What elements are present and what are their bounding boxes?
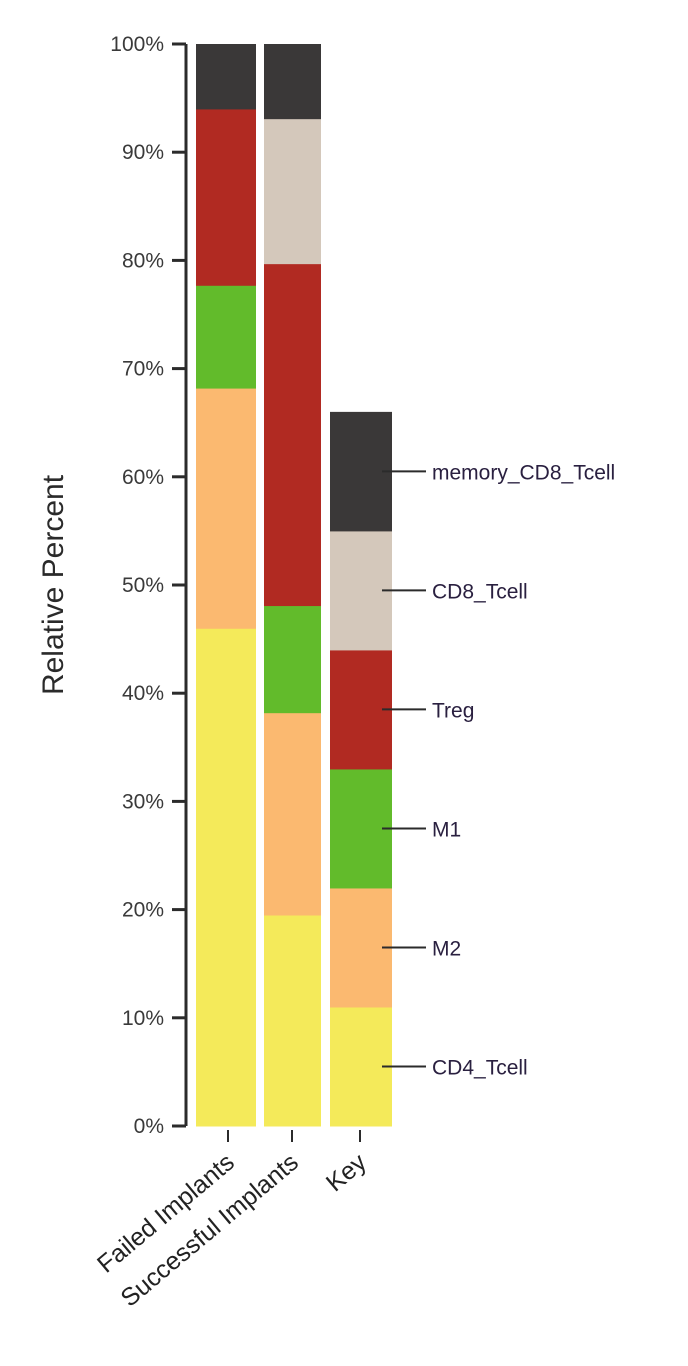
y-tick-label: 80% — [122, 249, 164, 272]
legend-swatch — [330, 411, 392, 532]
bar-segment — [196, 44, 256, 110]
y-tick-label: 40% — [122, 682, 164, 705]
y-tick-label: 60% — [122, 466, 164, 489]
legend-swatch — [330, 530, 392, 651]
bar-segment — [264, 263, 321, 607]
y-tick-label: 50% — [122, 574, 164, 597]
bar-segment — [196, 108, 256, 286]
y-tick-label: 70% — [122, 358, 164, 381]
bar-segment — [196, 285, 256, 389]
y-tick-label: 10% — [122, 1007, 164, 1030]
legend-label: Treg — [432, 699, 474, 722]
key-legend: CD4_Tcell M2 M1 Treg CD8_Tcell memory_CD8_Tce… — [330, 411, 615, 1127]
legend-swatch — [330, 887, 392, 1008]
legend-label: CD8_Tcell — [432, 580, 528, 603]
y-axis-ticks: 0% 10% 20% 30% 40% 50% 60% 70% 80% 90% 100% — [110, 33, 186, 1138]
legend-label: M2 — [432, 937, 461, 960]
legend-label: memory_CD8_Tcell — [432, 461, 615, 484]
bar-segment — [264, 44, 321, 120]
y-tick-label: 100% — [110, 33, 164, 56]
legend-swatch — [330, 1006, 392, 1127]
x-category-label: Key — [321, 1148, 372, 1197]
y-tick-label: 20% — [122, 899, 164, 922]
bar-segment — [196, 388, 256, 629]
bars — [196, 44, 321, 1127]
y-tick-label: 90% — [122, 141, 164, 164]
bar-segment — [264, 712, 321, 916]
bar-segment — [196, 628, 256, 1127]
legend-swatch — [330, 768, 392, 889]
legend-label: M1 — [432, 818, 461, 841]
bar-segment — [264, 605, 321, 714]
y-axis-title: Relative Percent — [37, 474, 70, 695]
y-tick-label: 30% — [122, 790, 164, 813]
bar-segment — [264, 118, 321, 265]
legend-label: CD4_Tcell — [432, 1056, 528, 1079]
legend-swatch — [330, 649, 392, 770]
y-tick-label: 0% — [134, 1115, 164, 1138]
bar-segment — [264, 915, 321, 1127]
